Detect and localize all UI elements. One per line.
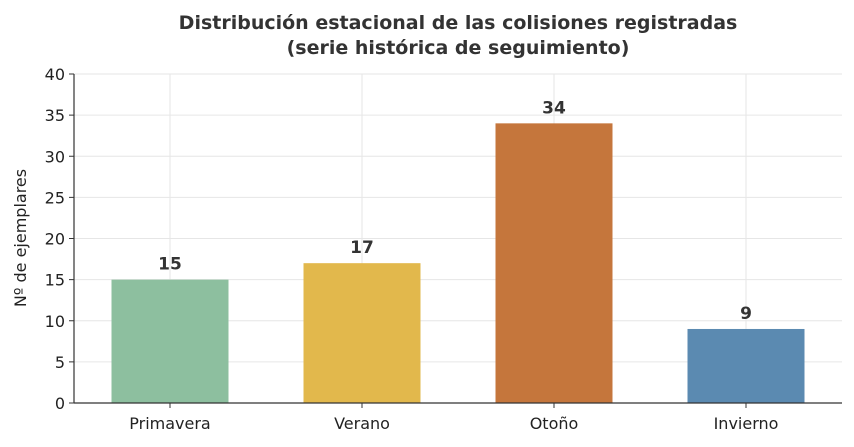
bar-otoño — [495, 123, 613, 403]
bar-invierno — [687, 328, 805, 403]
y-tick-label: 25 — [45, 188, 65, 207]
y-tick-label: 30 — [45, 147, 65, 166]
data-label: 17 — [350, 238, 374, 258]
axis-layer: 0 5 10 15 20 25 30 35 40 Primavera Verano Otoño Invi… — [45, 65, 842, 433]
data-label: 15 — [158, 255, 182, 275]
data-label: 34 — [542, 98, 566, 118]
x-tick-label: Verano — [334, 414, 390, 433]
chart-title-line-2: (serie histórica de seguimiento) — [287, 37, 630, 59]
y-tick-label: 10 — [45, 312, 65, 331]
bar-layer: 15 17 34 9 — [111, 98, 805, 403]
y-tick-label: 15 — [45, 271, 65, 290]
y-tick-label: 5 — [55, 353, 65, 372]
y-tick-label: 35 — [45, 106, 65, 125]
y-tick-label: 0 — [55, 394, 65, 413]
y-tick-label: 20 — [45, 230, 65, 249]
y-tick-label: 40 — [45, 65, 65, 84]
x-tick-label: Otoño — [530, 414, 579, 433]
x-tick-label: Invierno — [714, 414, 779, 433]
bar-primavera — [111, 279, 229, 403]
bar-verano — [303, 263, 421, 403]
chart-title-line-1: Distribución estacional de las colisione… — [179, 12, 738, 34]
data-label: 9 — [740, 304, 752, 324]
y-axis-label: Nº de ejemplares — [11, 169, 30, 307]
x-tick-label: Primavera — [129, 414, 210, 433]
